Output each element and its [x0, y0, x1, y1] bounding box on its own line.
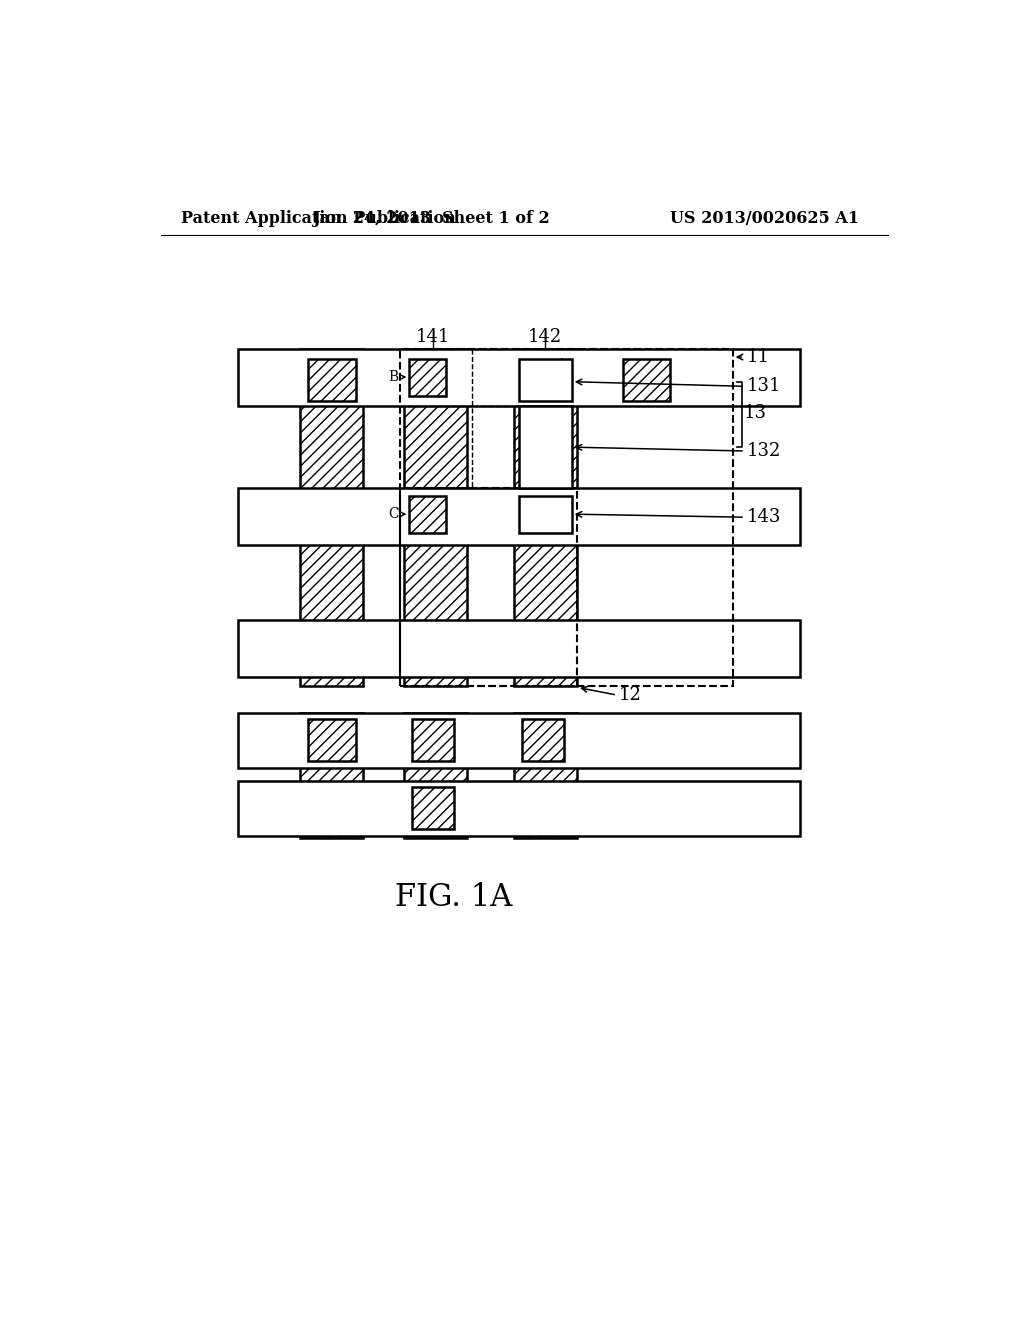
Bar: [521, 719, 564, 762]
Text: FIG. 1A: FIG. 1A: [395, 882, 513, 913]
Bar: [239, 488, 801, 545]
Bar: [239, 713, 801, 768]
Bar: [412, 787, 454, 829]
Bar: [410, 496, 446, 533]
Bar: [300, 713, 364, 838]
Text: Jan. 24, 2013  Sheet 1 of 2: Jan. 24, 2013 Sheet 1 of 2: [312, 210, 550, 227]
Text: 143: 143: [746, 508, 781, 527]
Text: C: C: [388, 507, 398, 521]
Bar: [514, 350, 578, 686]
Text: A: A: [556, 358, 566, 372]
Bar: [307, 719, 356, 762]
Text: Patent Application Publication: Patent Application Publication: [180, 210, 456, 227]
Bar: [403, 713, 467, 838]
Text: 11: 11: [746, 348, 770, 366]
Bar: [239, 620, 801, 677]
Text: 141: 141: [416, 329, 451, 346]
Bar: [412, 719, 454, 762]
Bar: [239, 780, 801, 836]
Text: 13: 13: [743, 404, 767, 421]
Bar: [514, 713, 578, 838]
Bar: [519, 496, 571, 533]
Bar: [239, 350, 801, 407]
Bar: [519, 359, 571, 401]
Text: 142: 142: [527, 329, 562, 346]
Bar: [519, 407, 571, 488]
Text: US 2013/0020625 A1: US 2013/0020625 A1: [670, 210, 859, 227]
Bar: [307, 359, 356, 401]
Bar: [624, 359, 670, 401]
Text: 131: 131: [746, 378, 781, 395]
Bar: [400, 488, 578, 686]
Bar: [403, 350, 467, 686]
Bar: [300, 350, 364, 686]
Text: 12: 12: [618, 686, 642, 704]
Text: B: B: [388, 370, 398, 384]
Bar: [410, 359, 446, 396]
Bar: [400, 350, 733, 686]
Text: 132: 132: [746, 442, 781, 459]
